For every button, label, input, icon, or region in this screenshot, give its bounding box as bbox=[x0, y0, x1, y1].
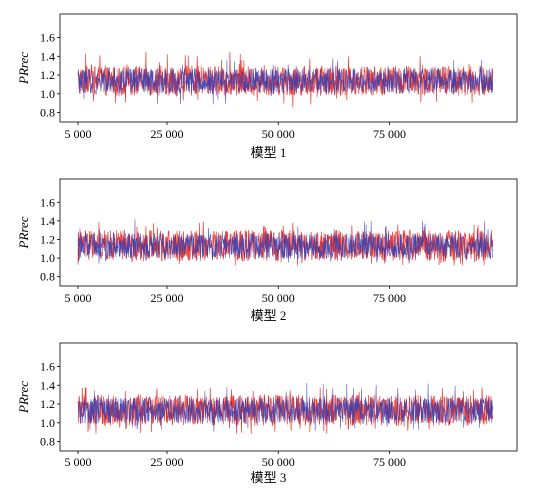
y-tick-label: 1.4 bbox=[40, 378, 55, 392]
y-tick-label: 1.2 bbox=[40, 232, 55, 246]
plot-frame bbox=[59, 178, 518, 287]
x-tick-label: 75 000 bbox=[373, 127, 406, 141]
x-tick-label: 50 000 bbox=[262, 291, 295, 305]
y-axis-label: PRrec bbox=[16, 381, 31, 414]
x-axis-label: 模型 2 bbox=[251, 308, 287, 323]
x-tick-label: 25 000 bbox=[150, 127, 183, 141]
x-tick-label: 25 000 bbox=[150, 291, 183, 305]
y-tick-label: 1.4 bbox=[40, 49, 55, 63]
x-tick-label: 50 000 bbox=[262, 127, 295, 141]
y-tick-label: 1.6 bbox=[40, 359, 55, 373]
y-tick-label: 1.6 bbox=[40, 195, 55, 209]
series-line-2 bbox=[77, 383, 494, 432]
plot-frame bbox=[59, 342, 518, 452]
chart-1: 0.8 1.0 1.2 1.4 1.6 5 000 25 000 50 000 75 000 PR… bbox=[16, 13, 518, 160]
y-tick-label: 1.2 bbox=[40, 397, 55, 411]
y-axis-label: PRrec bbox=[16, 216, 31, 249]
x-tick-label: 50 000 bbox=[262, 455, 295, 469]
y-tick-label: 1.4 bbox=[40, 214, 55, 228]
x-axis-label: 模型 3 bbox=[251, 470, 287, 485]
y-tick-label: 1.0 bbox=[40, 251, 55, 265]
y-tick-label: 1.2 bbox=[40, 68, 55, 82]
x-tick-label: 5 000 bbox=[65, 127, 92, 141]
y-tick-label: 1.0 bbox=[40, 416, 55, 430]
series-line-2 bbox=[77, 58, 494, 105]
x-tick-label: 25 000 bbox=[150, 455, 183, 469]
chart-3: 0.8 1.0 1.2 1.4 1.6 5 000 25 000 50 000 75 000 PR… bbox=[16, 342, 518, 485]
x-tick-label: 5 000 bbox=[65, 455, 92, 469]
x-tick-label: 75 000 bbox=[373, 455, 406, 469]
chart-2: 0.8 1.0 1.2 1.4 1.6 5 000 25 000 50 000 75 000 PR… bbox=[16, 178, 518, 323]
plot-frame bbox=[59, 13, 518, 123]
x-axis-label: 模型 1 bbox=[251, 145, 287, 160]
y-axis-label: PRrec bbox=[16, 52, 31, 85]
series-line-2 bbox=[77, 219, 494, 264]
y-tick-label: 1.0 bbox=[40, 87, 55, 101]
x-tick-label: 75 000 bbox=[373, 291, 406, 305]
y-tick-label: 0.8 bbox=[40, 106, 55, 120]
y-tick-label: 0.8 bbox=[40, 435, 55, 449]
y-tick-label: 1.6 bbox=[40, 30, 55, 44]
y-tick-label: 0.8 bbox=[40, 270, 55, 284]
x-tick-label: 5 000 bbox=[65, 291, 92, 305]
